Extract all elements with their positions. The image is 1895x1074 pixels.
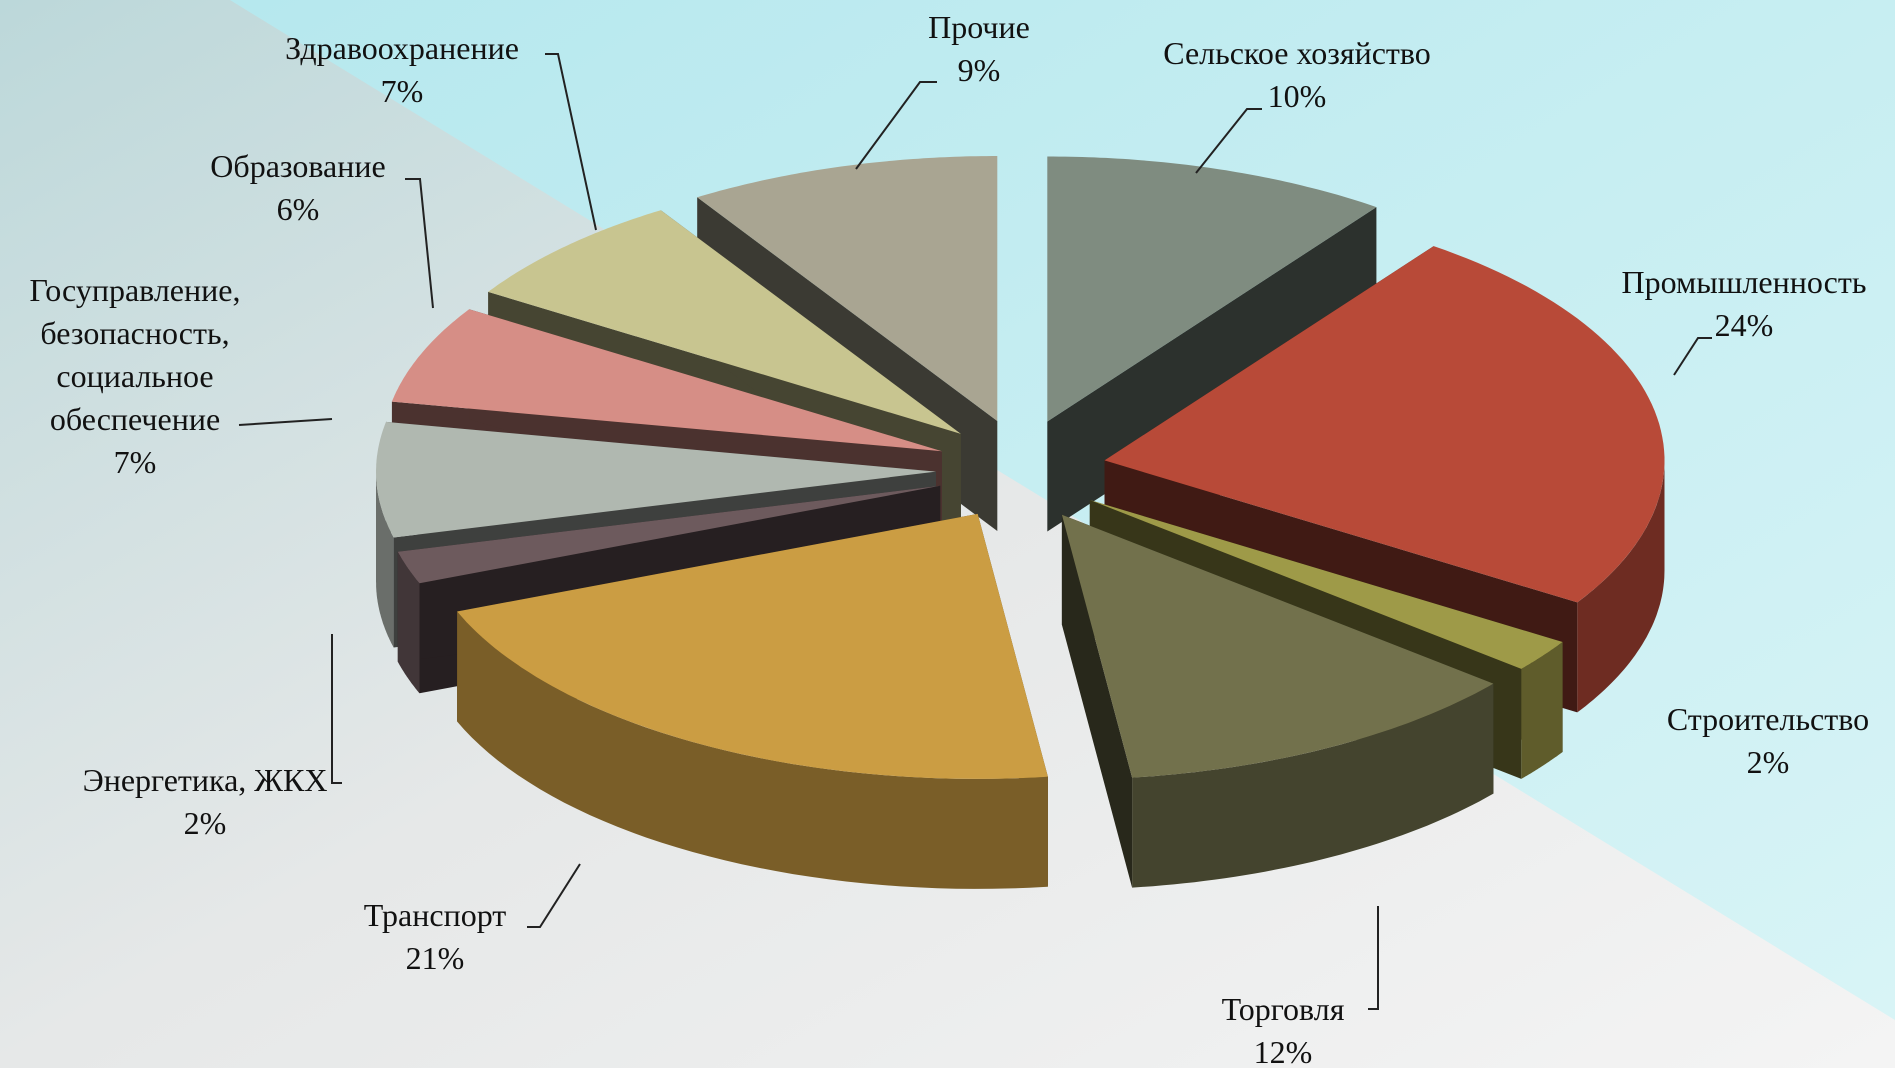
value-label: 12%	[1253, 1034, 1313, 1070]
slice	[391, 309, 942, 452]
slice	[376, 421, 936, 538]
slice-wall	[376, 471, 394, 648]
category-label: Образование	[210, 148, 386, 184]
slice	[1104, 246, 1665, 603]
leader-line	[405, 178, 434, 309]
slice	[457, 513, 1048, 779]
leader-line	[855, 81, 937, 170]
data-label: Здравоохранение 7%	[285, 27, 519, 113]
category-label: Прочие	[928, 9, 1030, 45]
category-label: Госуправление, безопасность, социальное …	[29, 272, 241, 437]
data-label: Образование 6%	[210, 145, 385, 231]
data-label: Энергетика, ЖКХ 2%	[83, 759, 328, 845]
data-label: Строительство 2%	[1667, 698, 1869, 784]
category-label: Энергетика, ЖКХ	[82, 762, 328, 798]
value-label: 2%	[1746, 744, 1790, 780]
slice	[397, 485, 941, 584]
category-label: Транспорт	[363, 897, 507, 933]
category-label: Здравоохранение	[285, 30, 519, 66]
data-label: Транспорт 21%	[364, 894, 507, 980]
slice-wall	[457, 611, 1048, 889]
data-label: Торговля 12%	[1222, 988, 1345, 1074]
value-label: 21%	[405, 940, 465, 976]
category-label: Сельское хозяйство	[1163, 35, 1431, 71]
slice-side	[1061, 514, 1133, 888]
value-label: 6%	[276, 191, 320, 227]
pie	[376, 156, 1665, 889]
value-label: 2%	[183, 805, 227, 841]
value-label: 7%	[113, 444, 157, 480]
slice-wall	[1132, 683, 1494, 888]
leader-line	[545, 53, 597, 231]
leader-line	[1195, 108, 1262, 174]
slice-wall	[1577, 460, 1665, 713]
slice-wall	[397, 551, 420, 694]
leader-lines	[238, 53, 1712, 1010]
slice	[1061, 514, 1494, 778]
data-label: Сельское хозяйство 10%	[1163, 32, 1431, 118]
slice	[1047, 156, 1377, 422]
data-label: Прочие 9%	[928, 6, 1030, 92]
category-label: Торговля	[1221, 991, 1345, 1027]
value-label: 7%	[380, 73, 424, 109]
category-label: Промышленность	[1621, 264, 1867, 300]
category-label: Строительство	[1666, 701, 1870, 737]
leader-line	[527, 863, 581, 928]
leader-line	[238, 418, 333, 426]
value-label: 10%	[1267, 78, 1327, 114]
slice	[697, 156, 998, 421]
leader-line	[1673, 337, 1712, 376]
slice-wall	[1521, 642, 1563, 779]
value-label: 9%	[957, 52, 1001, 88]
value-label: 24%	[1714, 307, 1774, 343]
leader-line	[1368, 906, 1379, 1010]
data-label: Промышленность 24%	[1622, 261, 1867, 347]
leader-line	[331, 634, 342, 784]
slice	[1089, 500, 1563, 669]
slice	[488, 210, 961, 434]
data-label: Госуправление, безопасность, социальное …	[0, 269, 270, 484]
